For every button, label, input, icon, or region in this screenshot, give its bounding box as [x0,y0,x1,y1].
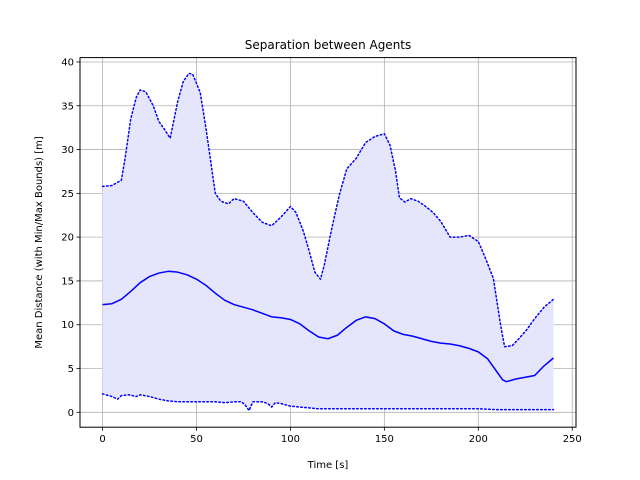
y-tick-label: 0 [68,408,74,419]
min-max-band [102,73,554,411]
chart-title: Separation between Agents [245,38,412,52]
y-axis-label: Mean Distance (with Min/Max Bounds) [m] [34,136,45,349]
x-tick-label: 200 [469,434,488,445]
y-tick-label: 5 [68,364,74,375]
x-tick-label: 50 [190,434,203,445]
x-axis-label: Time [s] [307,460,349,471]
y-tick-label: 20 [61,233,74,244]
min-max-fill [102,73,554,411]
x-axis-ticks: 0 50 100 150 200 250 [99,427,582,445]
y-tick-label: 30 [61,145,74,156]
x-tick-label: 0 [99,434,105,445]
y-tick-label: 10 [61,320,74,331]
mean-series-line [102,270,554,383]
max-series-line [101,72,555,348]
y-tick-label: 15 [61,276,74,287]
y-axis-ticks: 0 5 10 15 20 25 30 35 40 [61,57,80,419]
series-lines [101,72,555,412]
plot-frame [79,57,577,428]
y-tick-label: 40 [61,57,74,68]
x-tick-label: 150 [375,434,394,445]
y-tick-label: 25 [61,189,74,200]
x-tick-label: 250 [563,434,582,445]
y-tick-label: 35 [61,101,74,112]
x-tick-label: 100 [281,434,300,445]
